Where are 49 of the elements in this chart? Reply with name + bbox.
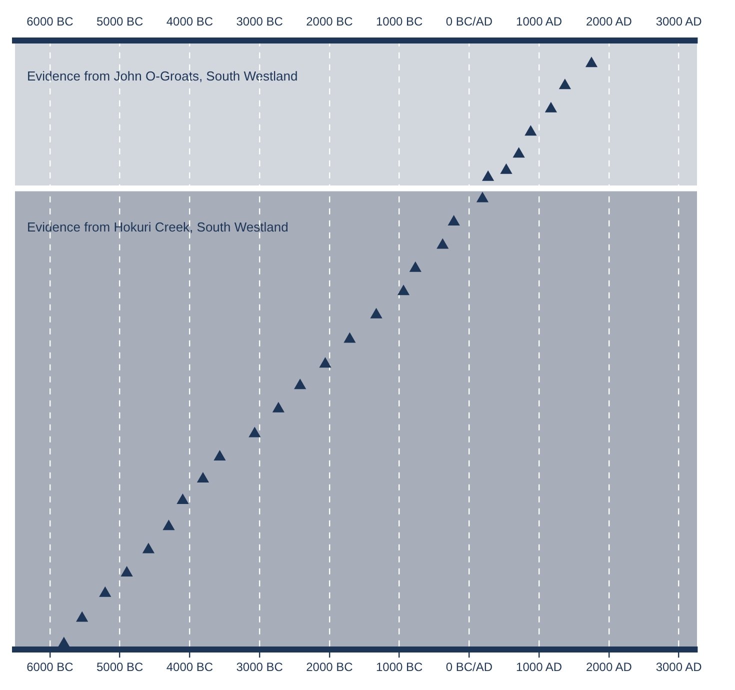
point	[248, 427, 260, 438]
x-tick-label: 1000 BC	[376, 660, 424, 674]
point	[99, 586, 111, 597]
point	[121, 566, 132, 577]
point	[482, 170, 494, 181]
point	[586, 57, 598, 68]
point	[76, 612, 88, 622]
x2-tick-label: 4000 BC	[166, 14, 214, 29]
x2-tick-label: 1000 BC	[376, 14, 424, 29]
point	[370, 308, 382, 318]
point	[448, 216, 460, 226]
x2-tick-label: 0 BC/AD	[446, 14, 493, 29]
x-tick-label: 1000 AD	[516, 660, 562, 674]
x-tick-label: 4000 BC	[166, 660, 214, 674]
band-label: Evidence from John O-Groats, South Westland	[27, 68, 298, 84]
point	[545, 102, 557, 112]
point	[344, 332, 356, 343]
point	[163, 520, 174, 530]
point	[398, 285, 410, 296]
x2-tick-label: 2000 BC	[306, 14, 354, 29]
point	[197, 472, 209, 483]
point	[294, 379, 306, 390]
band-label: Evidence from Hokuri Creek, South Westland	[27, 219, 288, 234]
point	[214, 450, 226, 460]
x-tick-label: 3000 AD	[656, 660, 702, 674]
x2-tick-label: 2000 AD	[586, 14, 632, 29]
point	[436, 238, 448, 249]
point	[58, 637, 70, 648]
x-tick-label: 3000 BC	[236, 660, 284, 674]
point	[410, 262, 422, 272]
x-tick-label: 0 BC/AD	[446, 660, 493, 674]
x-tick-label: 2000 BC	[306, 660, 354, 674]
point	[500, 164, 512, 174]
x2-tick-label: 3000 AD	[656, 14, 702, 29]
point	[476, 192, 488, 202]
x-tick-label: 2000 AD	[586, 660, 632, 674]
x-tick-label: 6000 BC	[26, 660, 74, 674]
x2-tick-label: 3000 BC	[236, 14, 284, 29]
point	[524, 126, 536, 136]
point	[272, 402, 284, 412]
x2-tick-label: 1000 AD	[516, 14, 562, 29]
point	[320, 358, 331, 368]
x-tick-label: 5000 BC	[96, 660, 144, 674]
point	[513, 148, 525, 158]
point	[177, 494, 188, 504]
point	[559, 79, 571, 90]
point	[142, 543, 154, 554]
x2-tick-label: 6000 BC	[26, 14, 74, 29]
x2-tick-label: 5000 BC	[96, 14, 144, 29]
